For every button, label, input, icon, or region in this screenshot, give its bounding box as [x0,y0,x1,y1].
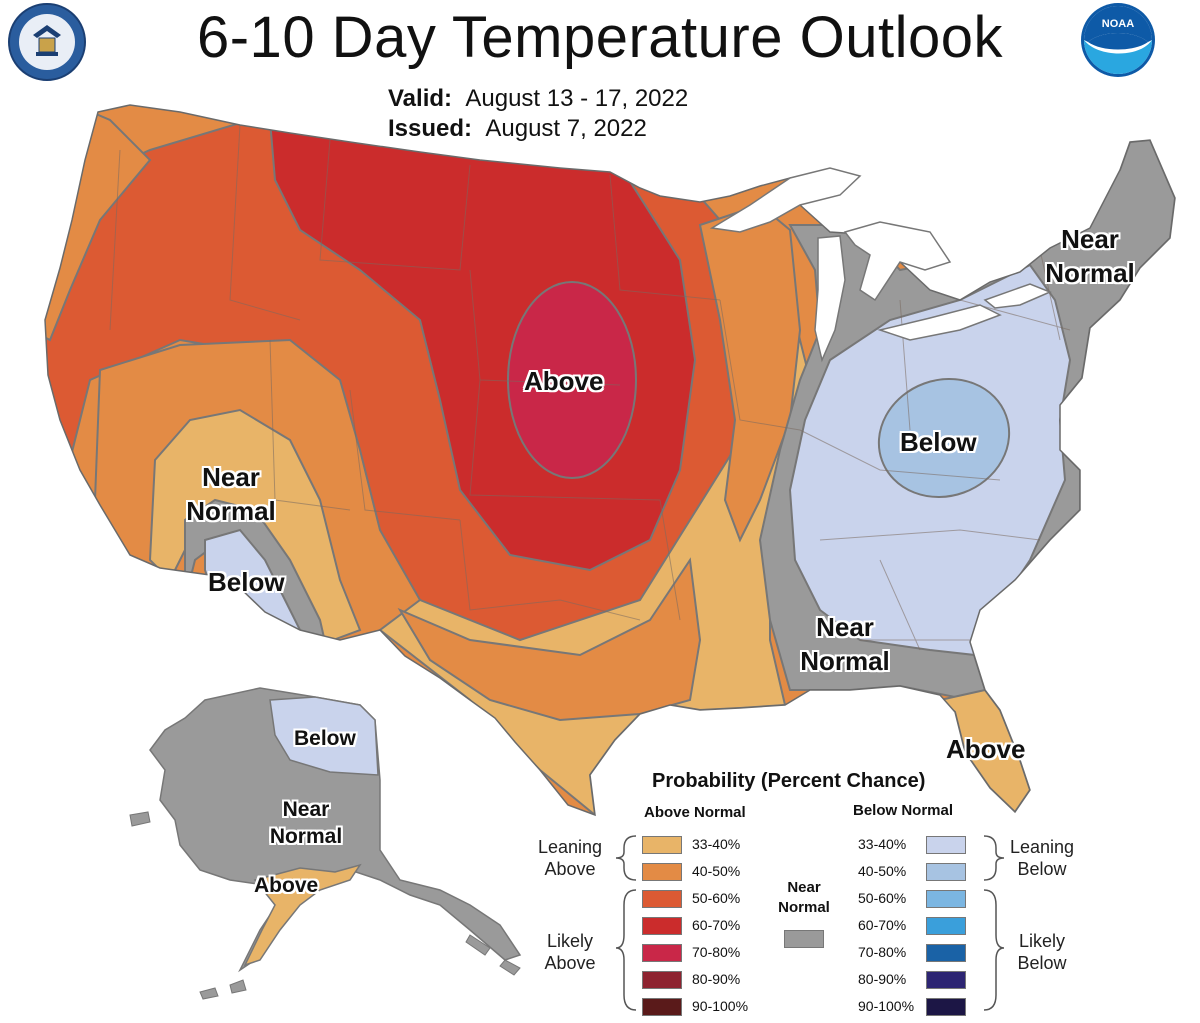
legend-below-range-label: 40-50% [858,863,907,879]
legend-near-header: Near Normal [778,879,830,916]
label-ak-below: Below [294,727,356,750]
label-near-normal-ne: Near Normal [1045,224,1135,288]
valid-dates: August 13 - 17, 2022 [465,85,689,112]
legend-above-swatch [642,917,682,935]
legend-below-range-label: 60-70% [858,917,907,933]
legend-leaning-below: Leaning Below [1009,837,1075,879]
label-near-normal-se: Near Normal [800,612,890,676]
label-ak-above: Above [254,874,319,897]
label-ak-near-normal: Near Normal [269,798,343,848]
legend-below-swatch [926,917,966,935]
label-above-fl: Above [946,734,1026,764]
date-info: Valid: August 13 - 17, 2022 Issued: Augu… [388,84,688,144]
legend-swatch-near-normal [784,930,824,948]
legend-above-range-label: 33-40% [692,836,741,852]
issued-label: Issued: [388,115,473,142]
legend-below-swatch [926,944,966,962]
legend-below-range-label: 50-60% [858,890,907,906]
issued-date: August 7, 2022 [485,115,647,142]
legend-above-swatch [642,998,682,1016]
legend-likely-above: Likely Above [544,931,596,973]
label-below-east: Below [900,427,977,457]
legend-above-range-label: 40-50% [692,863,741,879]
noaa-logo-icon: NOAA [1081,3,1155,77]
legend-above-swatch [642,944,682,962]
svg-text:NOAA: NOAA [1102,18,1134,30]
legend-leaning-above: Leaning Above [537,837,603,879]
legend-below-swatch [926,971,966,989]
legend-below-range-label: 33-40% [858,836,907,852]
legend-below-range-label: 70-80% [858,944,907,960]
legend-above-header: Above Normal [644,804,746,821]
label-above-center: Above [524,366,604,396]
commerce-seal-icon [8,3,86,81]
label-near-normal-sw: Near Normal [186,462,276,526]
legend-below-swatch [926,863,966,881]
label-below-sw: Below [208,567,285,597]
legend-below-header: Below Normal [853,802,954,819]
legend-above-range-label: 70-80% [692,944,741,960]
legend-above-swatch [642,890,682,908]
legend-below-range-label: 80-90% [858,971,907,987]
legend-above-range-label: 90-100% [692,998,749,1014]
legend-above-range-label: 60-70% [692,917,741,933]
legend-below-range-label: 90-100% [858,998,915,1014]
legend-below-swatch [926,836,966,854]
legend-below-swatch [926,890,966,908]
legend-below-swatch [926,998,966,1016]
valid-label: Valid: [388,85,453,112]
legend-above-swatch [642,971,682,989]
legend-above-range-label: 50-60% [692,890,741,906]
page-title: 6-10 Day Temperature Outlook [196,5,1003,70]
legend-title: Probability (Percent Chance) [652,770,926,792]
legend-above-range-label: 80-90% [692,971,741,987]
legend-above-swatch [642,863,682,881]
legend-above-swatch [642,836,682,854]
legend-likely-below: Likely Below [1017,931,1067,973]
